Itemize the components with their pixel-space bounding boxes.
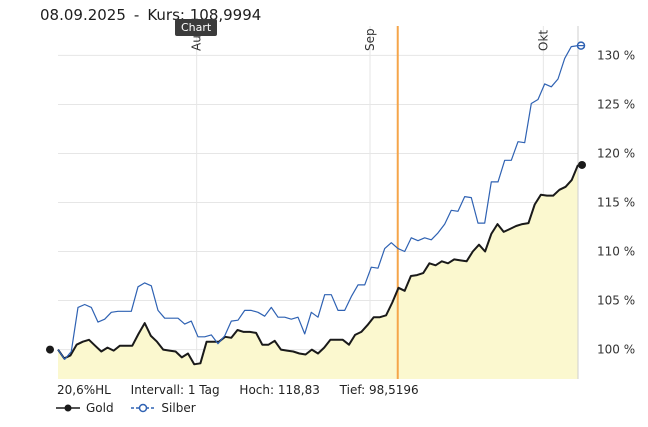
- legend-item-silber[interactable]: Silber: [131, 401, 196, 415]
- chart-header: 08.09.2025- Kurs: 108,9994: [40, 6, 261, 24]
- y-tick-label-100: 100 %: [597, 343, 635, 357]
- gold-line-dot-icon: [56, 404, 80, 412]
- stat-interval: Intervall: 1 Tag: [130, 383, 220, 397]
- silber-line-ring-icon: [131, 403, 156, 413]
- gold-area-fill: [58, 164, 578, 379]
- header-date: 08.09.2025: [40, 6, 126, 24]
- month-label-okt: Okt: [536, 30, 550, 51]
- stat-range: 20,6%HL: [57, 383, 111, 397]
- y-tick-label-125: 125 %: [597, 97, 635, 111]
- y-tick-label-105: 105 %: [597, 294, 635, 308]
- y-tick-label-115: 115 %: [597, 196, 635, 210]
- series-line-gold: [57, 164, 579, 366]
- chart-legend: Gold Silber: [56, 401, 210, 416]
- y-tick-label-110: 110 %: [597, 245, 635, 259]
- y-tick-label-120: 120 %: [597, 146, 635, 160]
- series-start-marker: [46, 345, 54, 354]
- header-separator: -: [133, 6, 140, 24]
- legend-label-gold: Gold: [86, 401, 114, 415]
- month-label-sep: Sep: [363, 28, 377, 51]
- series-end-marker-gold: [578, 160, 586, 169]
- stat-high: Hoch: 118,83: [239, 383, 320, 397]
- legend-item-gold[interactable]: Gold: [56, 401, 114, 415]
- series-line-silber: [57, 45, 579, 360]
- legend-label-silber: Silber: [161, 401, 196, 415]
- stat-low: Tief: 98,5196: [339, 383, 419, 397]
- y-tick-label-130: 130 %: [597, 48, 635, 62]
- chart-tooltip: Chart: [175, 19, 218, 36]
- chart-stats: 20,6%HL Intervall: 1 Tag Hoch: 118,83 Ti…: [57, 383, 435, 397]
